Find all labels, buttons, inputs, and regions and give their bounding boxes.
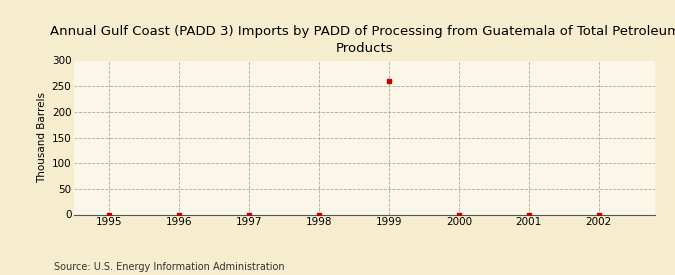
Y-axis label: Thousand Barrels: Thousand Barrels <box>38 92 47 183</box>
Title: Annual Gulf Coast (PADD 3) Imports by PADD of Processing from Guatemala of Total: Annual Gulf Coast (PADD 3) Imports by PA… <box>49 25 675 55</box>
Text: Source: U.S. Energy Information Administration: Source: U.S. Energy Information Administ… <box>54 262 285 272</box>
